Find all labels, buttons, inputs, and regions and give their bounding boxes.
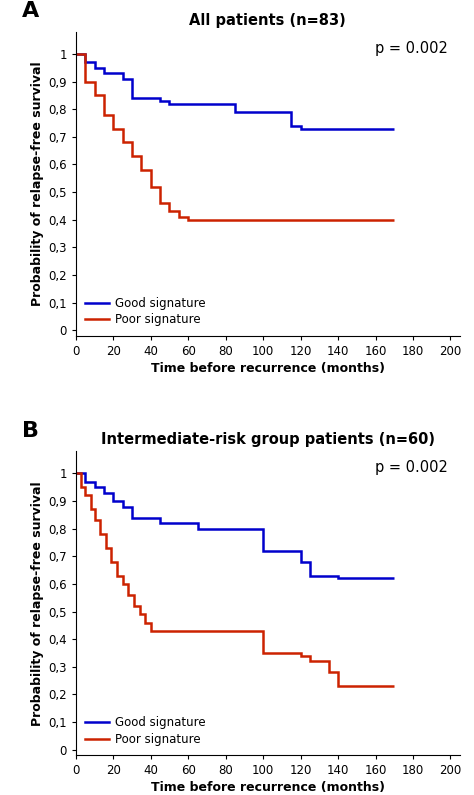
Legend: Good signature, Poor signature: Good signature, Poor signature bbox=[82, 713, 209, 750]
Title: Intermediate-risk group patients (n=60): Intermediate-risk group patients (n=60) bbox=[101, 432, 435, 448]
Text: A: A bbox=[22, 2, 39, 21]
Y-axis label: Probability of relapse-free survival: Probability of relapse-free survival bbox=[31, 481, 44, 726]
Text: p = 0.002: p = 0.002 bbox=[375, 460, 448, 475]
Y-axis label: Probability of relapse-free survival: Probability of relapse-free survival bbox=[31, 61, 44, 306]
X-axis label: Time before recurrence (months): Time before recurrence (months) bbox=[151, 362, 385, 375]
Text: p = 0.002: p = 0.002 bbox=[375, 41, 448, 56]
X-axis label: Time before recurrence (months): Time before recurrence (months) bbox=[151, 781, 385, 794]
Text: B: B bbox=[22, 421, 39, 441]
Legend: Good signature, Poor signature: Good signature, Poor signature bbox=[82, 293, 209, 330]
Title: All patients (n=83): All patients (n=83) bbox=[190, 13, 346, 28]
